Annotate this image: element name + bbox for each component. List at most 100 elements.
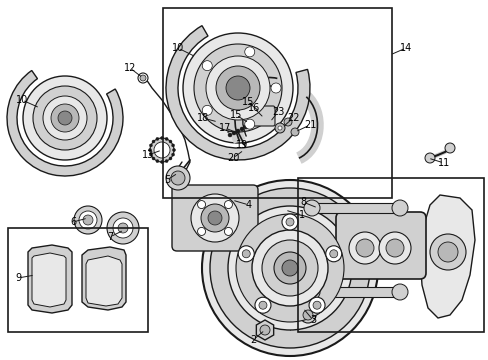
Circle shape: [183, 33, 292, 143]
Circle shape: [285, 218, 293, 226]
Circle shape: [244, 47, 254, 57]
Circle shape: [152, 140, 155, 143]
Text: 23: 23: [271, 107, 284, 117]
Text: 1: 1: [298, 210, 305, 220]
Text: 21: 21: [303, 120, 316, 130]
Circle shape: [33, 86, 97, 150]
Polygon shape: [86, 256, 122, 306]
Text: 3: 3: [309, 315, 315, 325]
Circle shape: [160, 136, 163, 139]
Text: 17: 17: [218, 123, 231, 133]
Polygon shape: [419, 195, 474, 318]
Circle shape: [282, 260, 297, 276]
Polygon shape: [28, 245, 72, 313]
Circle shape: [171, 144, 174, 147]
FancyBboxPatch shape: [243, 106, 274, 126]
Text: 4: 4: [245, 200, 251, 210]
Circle shape: [150, 138, 174, 162]
Circle shape: [231, 131, 236, 135]
Circle shape: [202, 61, 212, 71]
Circle shape: [348, 232, 380, 264]
Circle shape: [303, 310, 312, 320]
Text: 6: 6: [70, 217, 76, 227]
Circle shape: [165, 159, 168, 163]
Circle shape: [299, 307, 315, 323]
Circle shape: [437, 242, 457, 262]
Circle shape: [74, 206, 102, 234]
Circle shape: [191, 194, 239, 242]
Circle shape: [197, 228, 205, 235]
Circle shape: [391, 200, 407, 216]
Circle shape: [83, 215, 93, 225]
Circle shape: [43, 96, 87, 140]
Text: 14: 14: [399, 43, 411, 53]
Circle shape: [355, 239, 373, 257]
Circle shape: [284, 118, 291, 126]
Circle shape: [304, 200, 319, 216]
Circle shape: [172, 148, 175, 152]
Circle shape: [270, 83, 281, 93]
Text: 20: 20: [226, 153, 239, 163]
Bar: [163, 8, 391, 198]
FancyBboxPatch shape: [172, 185, 258, 251]
Circle shape: [165, 138, 168, 140]
Circle shape: [429, 234, 465, 270]
Circle shape: [238, 246, 254, 262]
Circle shape: [156, 138, 159, 140]
Circle shape: [259, 301, 266, 309]
Circle shape: [236, 214, 343, 322]
Circle shape: [329, 250, 337, 258]
Bar: [297, 178, 483, 332]
Polygon shape: [256, 320, 273, 340]
Circle shape: [224, 228, 232, 235]
Text: 19: 19: [235, 140, 247, 150]
Circle shape: [385, 239, 403, 257]
Circle shape: [236, 129, 240, 133]
Bar: [311, 287, 401, 297]
Circle shape: [194, 44, 282, 132]
Circle shape: [79, 211, 97, 229]
Circle shape: [51, 104, 79, 132]
Circle shape: [227, 206, 351, 330]
Circle shape: [262, 240, 317, 296]
Text: 15: 15: [242, 97, 254, 107]
Circle shape: [209, 188, 369, 348]
Text: 10: 10: [16, 95, 28, 105]
Text: 13: 13: [142, 150, 154, 160]
Circle shape: [148, 148, 151, 152]
Text: 7: 7: [107, 232, 113, 242]
Circle shape: [216, 66, 260, 110]
Circle shape: [171, 153, 174, 156]
Text: 12: 12: [123, 63, 136, 73]
Circle shape: [149, 144, 152, 147]
Circle shape: [201, 204, 228, 232]
Circle shape: [444, 143, 454, 153]
Circle shape: [202, 105, 212, 115]
Text: 11: 11: [437, 158, 449, 168]
Circle shape: [171, 171, 184, 185]
Text: 9: 9: [15, 273, 21, 283]
Circle shape: [138, 73, 148, 83]
Circle shape: [169, 157, 172, 160]
Circle shape: [227, 133, 231, 137]
Circle shape: [278, 126, 282, 130]
Circle shape: [325, 246, 341, 262]
Polygon shape: [82, 247, 126, 310]
Text: 16: 16: [247, 103, 260, 113]
Polygon shape: [32, 253, 66, 307]
Wedge shape: [165, 26, 309, 160]
Circle shape: [156, 159, 159, 163]
Circle shape: [118, 223, 128, 233]
Circle shape: [424, 153, 434, 163]
Circle shape: [282, 214, 297, 230]
Text: 8: 8: [299, 197, 305, 207]
Circle shape: [308, 297, 325, 313]
Circle shape: [202, 180, 377, 356]
Circle shape: [260, 325, 269, 335]
Circle shape: [304, 284, 319, 300]
Text: 5: 5: [163, 175, 170, 185]
Circle shape: [391, 284, 407, 300]
Circle shape: [154, 142, 170, 158]
Circle shape: [205, 56, 269, 120]
Circle shape: [149, 153, 152, 156]
